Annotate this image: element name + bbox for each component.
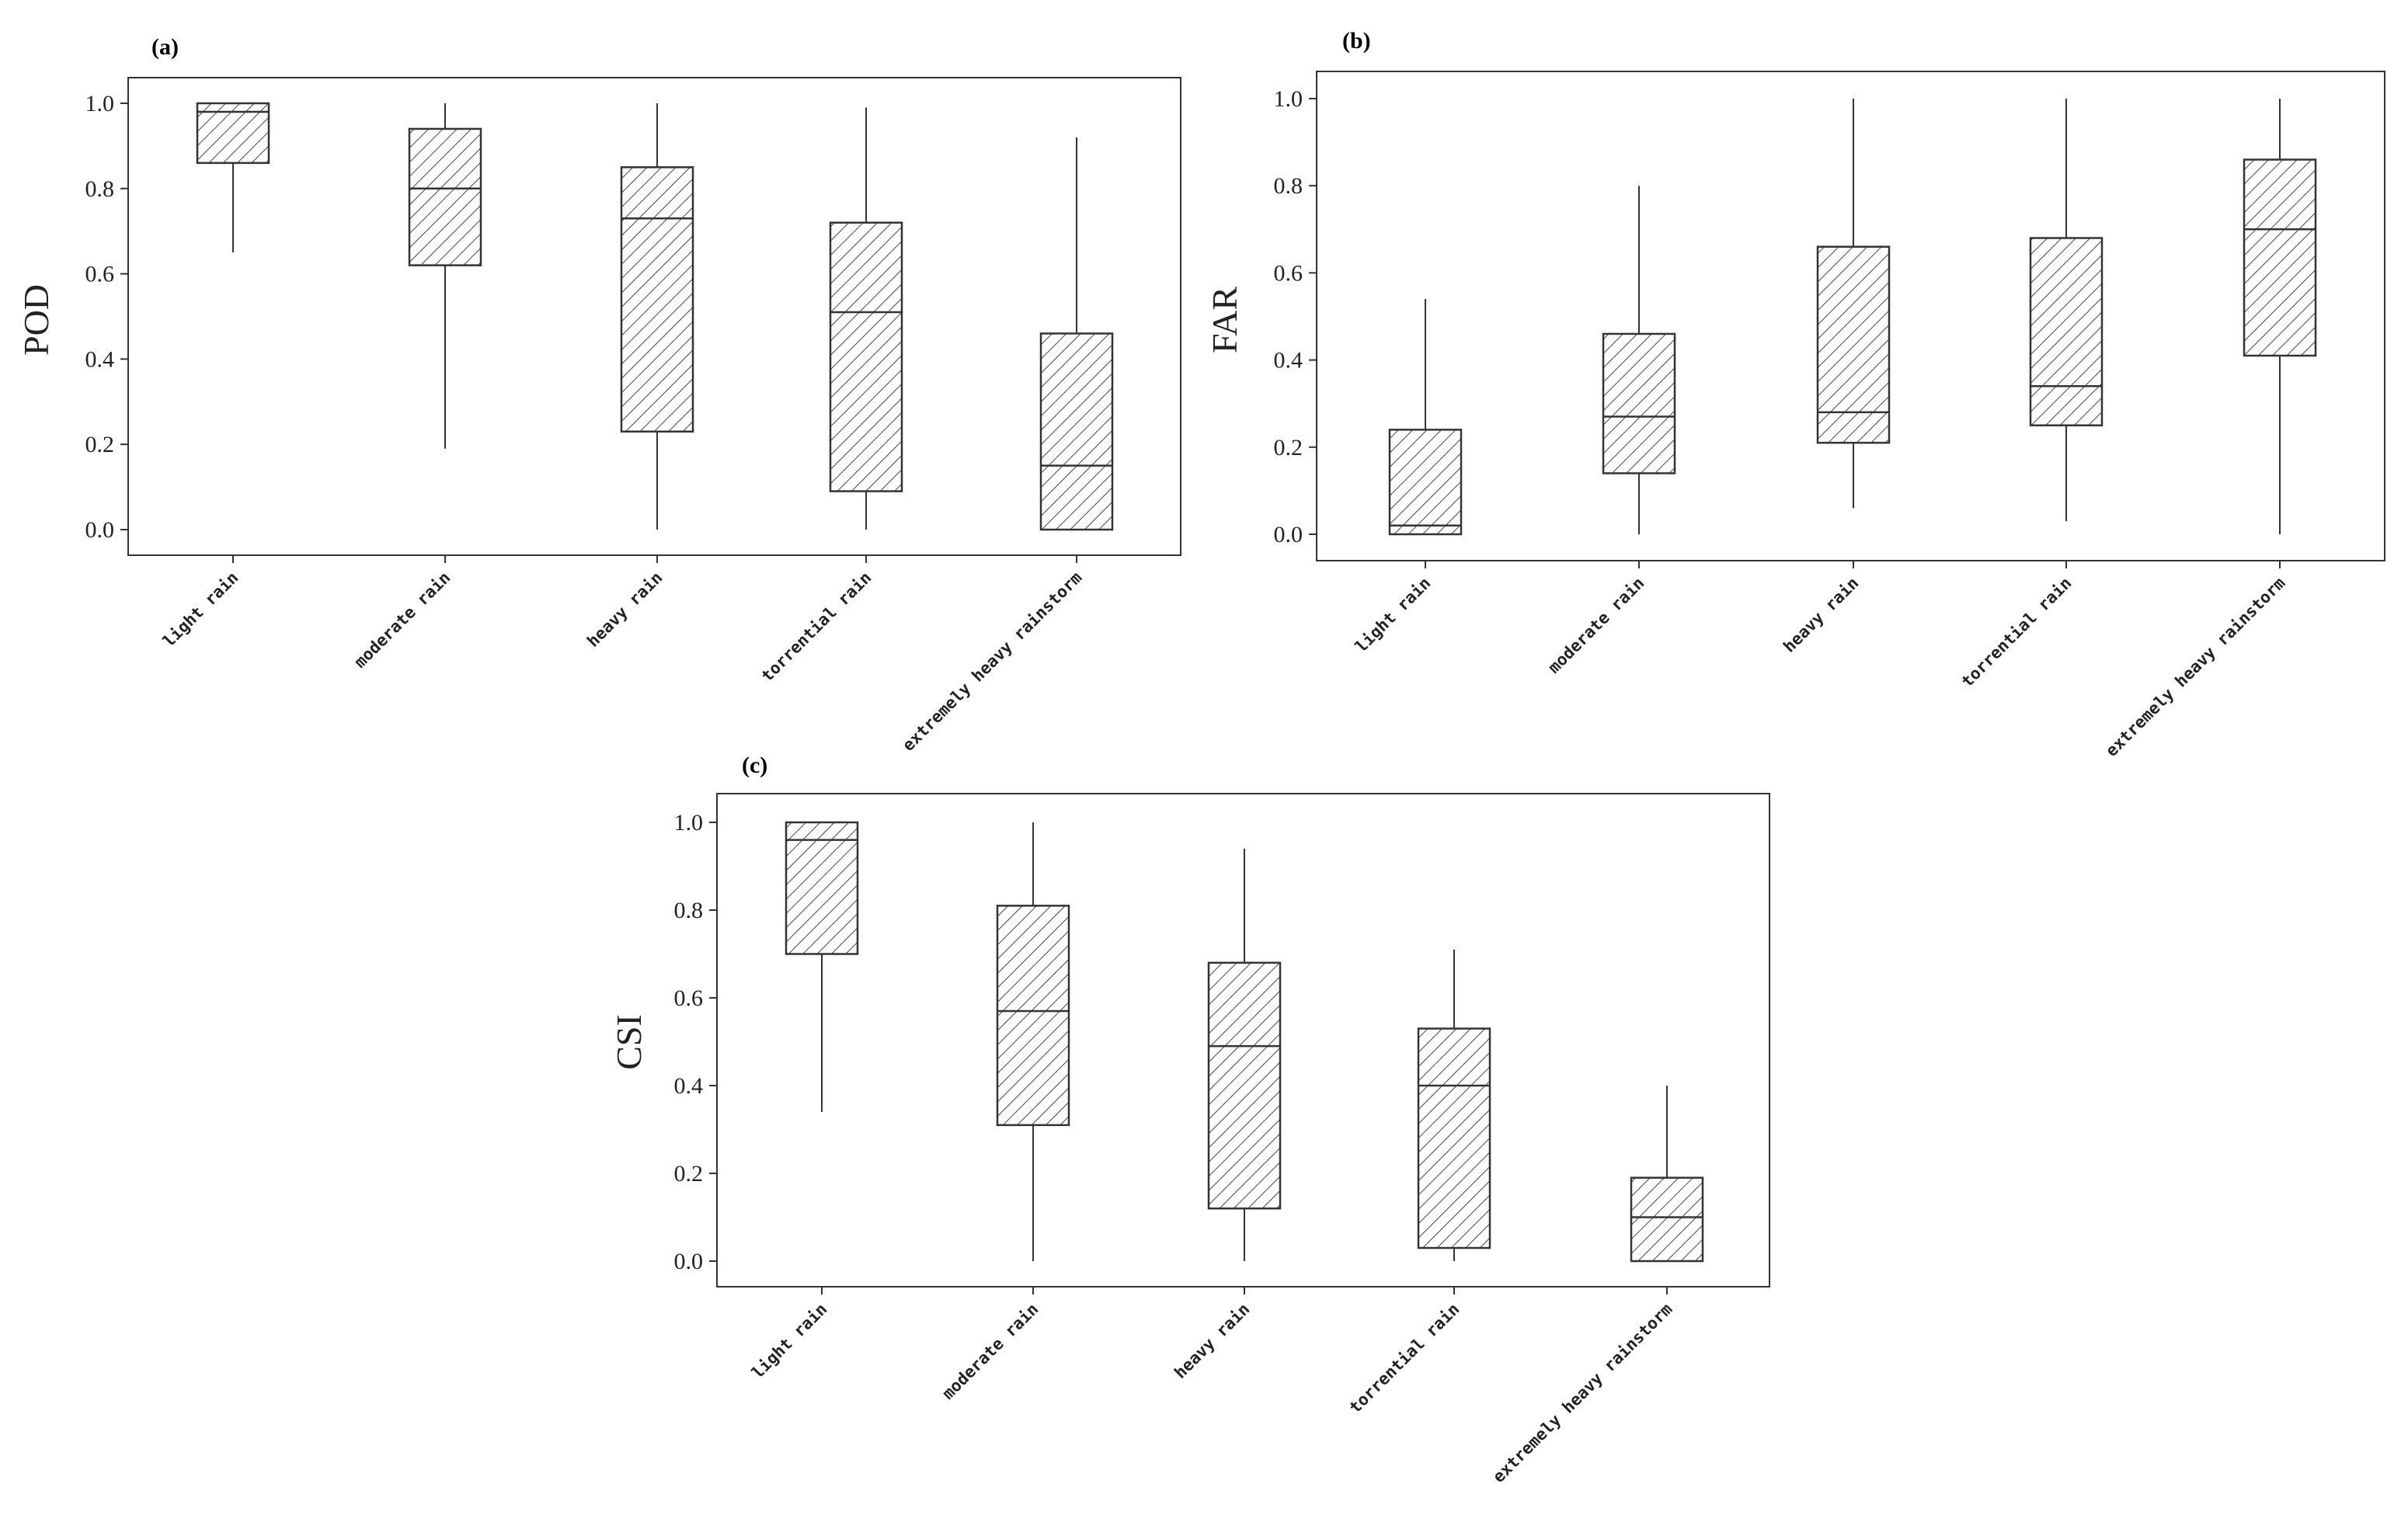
y-tick-label: 0.4 <box>85 346 115 372</box>
x-tick-label: torrential rain <box>757 568 875 686</box>
plot-frame <box>1316 71 2385 561</box>
plot-frame <box>127 77 1181 556</box>
y-tick-label: 0.0 <box>674 1249 704 1274</box>
x-tick-label: moderate rain <box>1544 574 1648 677</box>
x-tick-label: light rain <box>159 568 242 651</box>
x-tick-label: extremely heavy rainstorm <box>899 568 1085 755</box>
y-tick-label: 0.2 <box>1274 435 1303 460</box>
y-tick-label: 0.8 <box>85 176 115 202</box>
y-axis-label: CSI <box>609 1014 649 1070</box>
x-tick-label: torrential rain <box>1957 574 2075 691</box>
box <box>996 905 1070 1127</box>
x-tick-label: light rain <box>748 1300 830 1382</box>
y-tick-label: 0.8 <box>674 898 704 923</box>
box <box>1816 245 1891 444</box>
box <box>1602 332 1676 474</box>
y-tick-label: 0.4 <box>674 1073 704 1099</box>
x-tick-label: moderate rain <box>938 1300 1042 1403</box>
panel-label: (c) <box>742 752 767 778</box>
panel-label: (b) <box>1342 28 1371 54</box>
plot-frame <box>716 793 1770 1288</box>
x-tick-label: heavy rain <box>1171 1300 1253 1382</box>
y-tick-label: 0.8 <box>1274 173 1303 199</box>
x-tick-label: heavy rain <box>1780 574 1862 656</box>
y-axis-label: FAR <box>1205 287 1244 353</box>
box <box>2243 158 2317 357</box>
x-tick-label: moderate rain <box>350 568 454 672</box>
y-tick-label: 1.0 <box>85 91 115 116</box>
box <box>829 221 903 492</box>
box <box>1388 429 1463 536</box>
x-tick-label: torrential rain <box>1345 1300 1463 1417</box>
box <box>2029 237 2104 426</box>
y-tick-label: 0.6 <box>85 262 115 287</box>
box <box>196 102 270 165</box>
box <box>1417 1027 1491 1249</box>
y-tick-label: 0.4 <box>1274 348 1303 374</box>
y-tick-label: 0.6 <box>674 985 704 1011</box>
y-tick-label: 1.0 <box>674 810 704 836</box>
x-tick-label: heavy rain <box>583 568 666 651</box>
box <box>1207 961 1282 1210</box>
box <box>785 821 859 955</box>
y-tick-label: 0.0 <box>1274 522 1303 547</box>
box <box>1630 1176 1704 1263</box>
y-axis-label: POD <box>16 284 56 356</box>
y-tick-label: 0.0 <box>85 517 115 543</box>
y-tick-label: 0.2 <box>85 432 115 457</box>
box <box>620 166 694 433</box>
box <box>408 127 482 266</box>
y-tick-label: 0.2 <box>674 1161 704 1187</box>
x-tick-label: extremely heavy rainstorm <box>2102 574 2288 760</box>
panel-label: (a) <box>151 34 179 60</box>
y-tick-label: 1.0 <box>1274 86 1303 112</box>
x-tick-label: extremely heavy rainstorm <box>1489 1300 1676 1486</box>
x-tick-label: light rain <box>1352 574 1434 656</box>
box <box>1039 332 1114 531</box>
y-tick-label: 0.6 <box>1274 260 1303 286</box>
